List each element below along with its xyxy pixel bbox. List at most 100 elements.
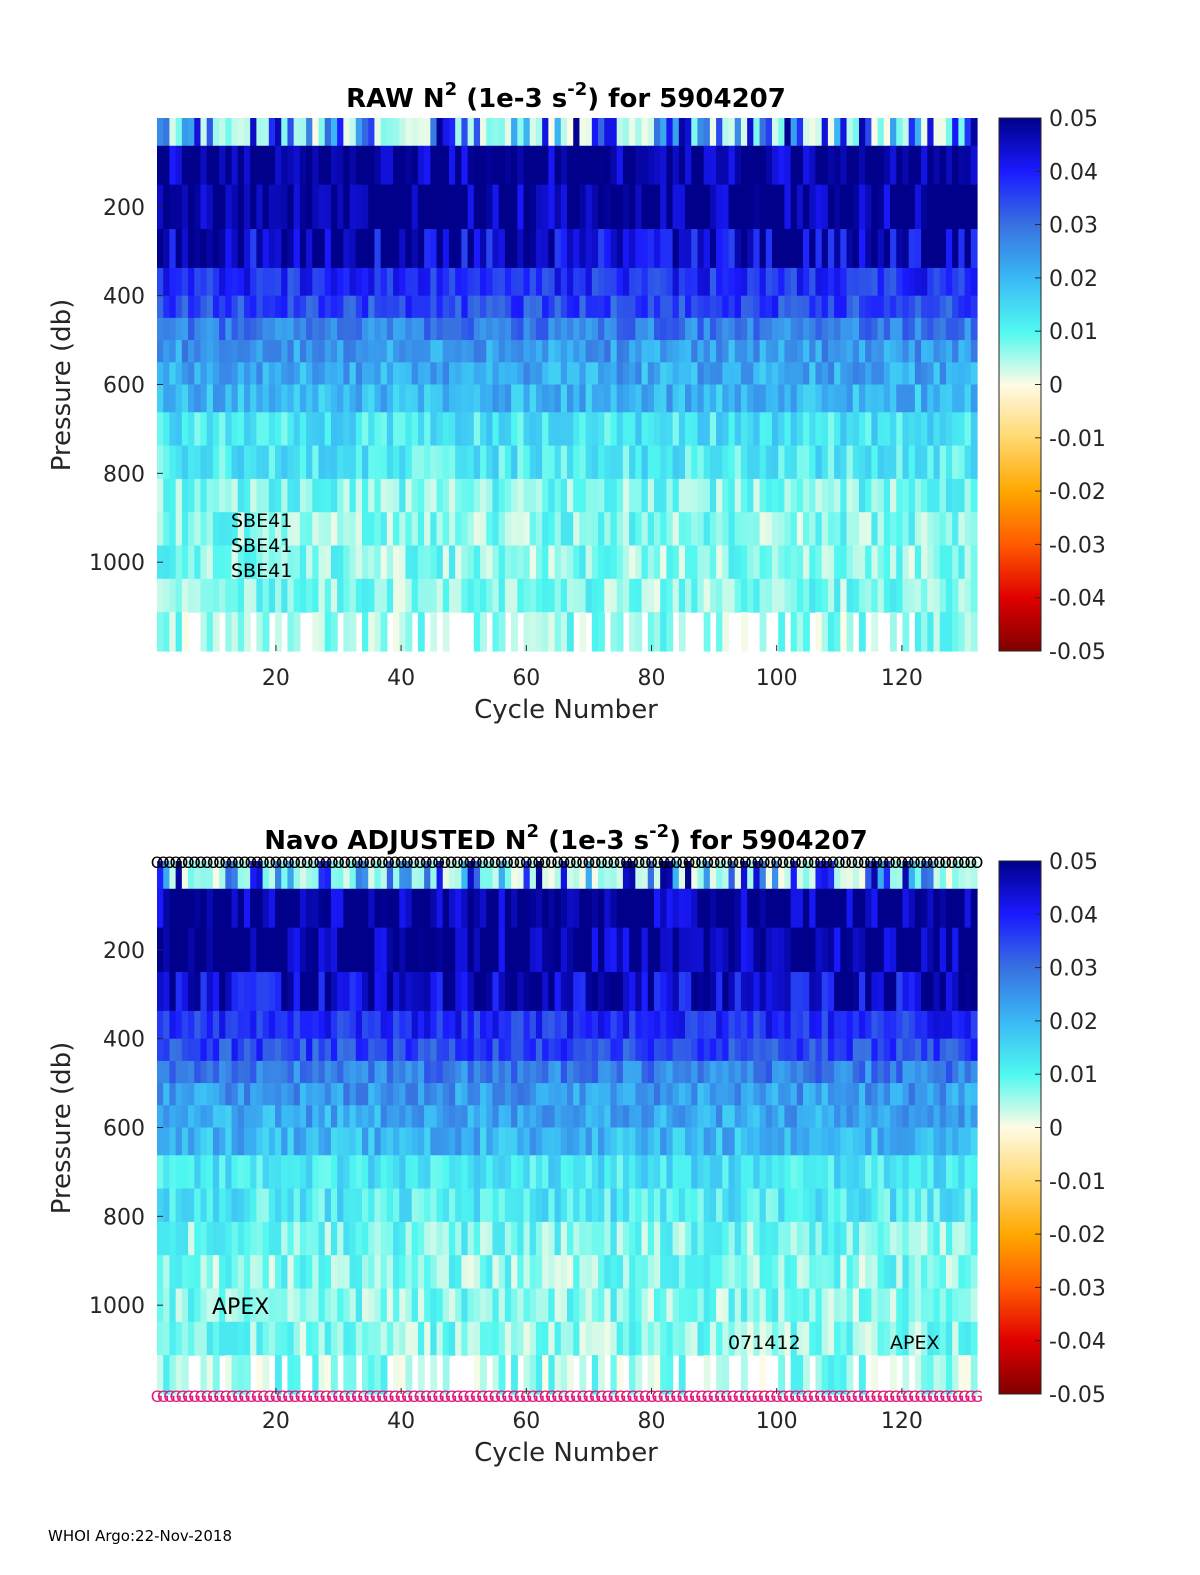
heatmap-cell bbox=[691, 1060, 699, 1084]
heatmap-cell bbox=[200, 1155, 208, 1190]
heatmap-cell bbox=[511, 267, 518, 297]
heatmap-cell bbox=[685, 478, 692, 513]
heatmap-cell bbox=[535, 1060, 543, 1084]
qc-marker-top: O bbox=[551, 853, 564, 872]
heatmap-cell bbox=[448, 145, 456, 186]
heatmap-cell bbox=[970, 545, 978, 580]
heatmap-cell bbox=[567, 1010, 574, 1040]
heatmap-cell bbox=[424, 295, 431, 319]
qc-marker-top: O bbox=[370, 853, 383, 872]
heatmap-cell bbox=[480, 1188, 487, 1223]
heatmap-cell bbox=[778, 1288, 786, 1323]
heatmap-cell bbox=[293, 1221, 301, 1256]
heatmap-cell bbox=[877, 927, 885, 973]
heatmap-cell bbox=[952, 118, 959, 147]
heatmap-cell bbox=[212, 478, 220, 513]
heatmap-cell bbox=[821, 267, 829, 297]
heatmap-cell bbox=[523, 478, 531, 513]
heatmap-cell bbox=[691, 184, 699, 230]
heatmap-cell bbox=[243, 362, 251, 386]
heatmap-cell bbox=[206, 512, 214, 547]
colorbar-tick-label: 0.04 bbox=[1049, 160, 1098, 185]
heatmap-cell bbox=[312, 578, 320, 613]
heatmap-cell bbox=[188, 1255, 195, 1290]
qc-marker-bottom: G bbox=[670, 1387, 682, 1406]
heatmap-cell bbox=[902, 340, 910, 363]
heatmap-cell bbox=[430, 1221, 438, 1256]
heatmap-cell bbox=[591, 1010, 599, 1040]
heatmap-cell bbox=[579, 1010, 587, 1040]
heatmap-cell bbox=[703, 267, 711, 297]
heatmap-cell bbox=[436, 145, 444, 186]
heatmap-cell bbox=[834, 1010, 841, 1040]
heatmap-cell bbox=[660, 384, 667, 413]
heatmap-cell bbox=[660, 445, 667, 480]
heatmap-cell bbox=[511, 229, 518, 269]
heatmap-cell bbox=[417, 545, 425, 580]
heatmap-cell bbox=[809, 445, 817, 480]
heatmap-cell bbox=[405, 412, 413, 447]
heatmap-cell bbox=[374, 972, 382, 1012]
heatmap-cell bbox=[473, 888, 481, 929]
heatmap-cell bbox=[411, 118, 419, 147]
qc-marker-bottom: G bbox=[614, 1387, 626, 1406]
heatmap-cell bbox=[194, 1255, 202, 1290]
heatmap-cell bbox=[511, 478, 518, 513]
qc-marker-bottom: G bbox=[395, 1387, 407, 1406]
heatmap-cell bbox=[796, 861, 804, 890]
heatmap-cell bbox=[343, 412, 351, 447]
heatmap-cell bbox=[685, 362, 692, 386]
heatmap-cell bbox=[908, 229, 916, 269]
heatmap-cell bbox=[237, 927, 245, 973]
heatmap-cell bbox=[871, 927, 879, 973]
heatmap-cell bbox=[809, 118, 817, 147]
heatmap-cell bbox=[753, 1038, 761, 1062]
heatmap-cell bbox=[678, 317, 686, 341]
heatmap-cell bbox=[877, 512, 885, 547]
heatmap-cell bbox=[511, 1221, 518, 1256]
heatmap-cell bbox=[312, 1288, 320, 1323]
heatmap-cell bbox=[560, 478, 568, 513]
heatmap-cell bbox=[852, 1083, 860, 1106]
heatmap-cell bbox=[747, 118, 754, 147]
heatmap-cell bbox=[778, 1127, 786, 1156]
heatmap-cell bbox=[790, 861, 798, 890]
heatmap-cell bbox=[262, 1288, 270, 1323]
heatmap-cell bbox=[212, 1155, 220, 1190]
heatmap-cell bbox=[206, 1288, 214, 1323]
heatmap-cell bbox=[610, 578, 618, 613]
heatmap-cell bbox=[424, 267, 431, 297]
heatmap-cell bbox=[219, 445, 226, 480]
heatmap-cell bbox=[591, 1288, 599, 1323]
heatmap-cell bbox=[945, 1188, 953, 1223]
heatmap-cell bbox=[411, 340, 419, 363]
heatmap-cell bbox=[678, 1288, 686, 1323]
heatmap-cell bbox=[827, 1288, 835, 1323]
heatmap-cell bbox=[312, 118, 320, 147]
heatmap-cell bbox=[784, 412, 792, 447]
heatmap-cell bbox=[598, 478, 605, 513]
qc-marker-top: O bbox=[501, 853, 514, 872]
qc-marker-top: O bbox=[827, 853, 840, 872]
heatmap-cell bbox=[685, 1188, 692, 1223]
heatmap-cell bbox=[678, 1083, 686, 1106]
qc-marker-top: O bbox=[783, 853, 796, 872]
heatmap-cell bbox=[200, 145, 208, 186]
heatmap-cell bbox=[200, 1060, 208, 1084]
heatmap-cell bbox=[188, 1127, 195, 1156]
heatmap-cell bbox=[747, 1083, 754, 1106]
heatmap-cell bbox=[275, 362, 282, 386]
heatmap-cell bbox=[467, 445, 475, 480]
heatmap-cell bbox=[610, 1155, 618, 1190]
heatmap-cell bbox=[877, 1038, 885, 1062]
heatmap-cell bbox=[535, 1355, 543, 1395]
heatmap-cell bbox=[287, 295, 295, 319]
heatmap-cell bbox=[716, 1127, 723, 1156]
heatmap-cell bbox=[225, 927, 233, 973]
heatmap-cell bbox=[299, 267, 307, 297]
heatmap-cell bbox=[585, 1188, 593, 1223]
qc-marker-bottom: G bbox=[270, 1387, 282, 1406]
heatmap-cell bbox=[256, 145, 264, 186]
heatmap-cell bbox=[796, 1155, 804, 1190]
heatmap-cell bbox=[945, 384, 953, 413]
